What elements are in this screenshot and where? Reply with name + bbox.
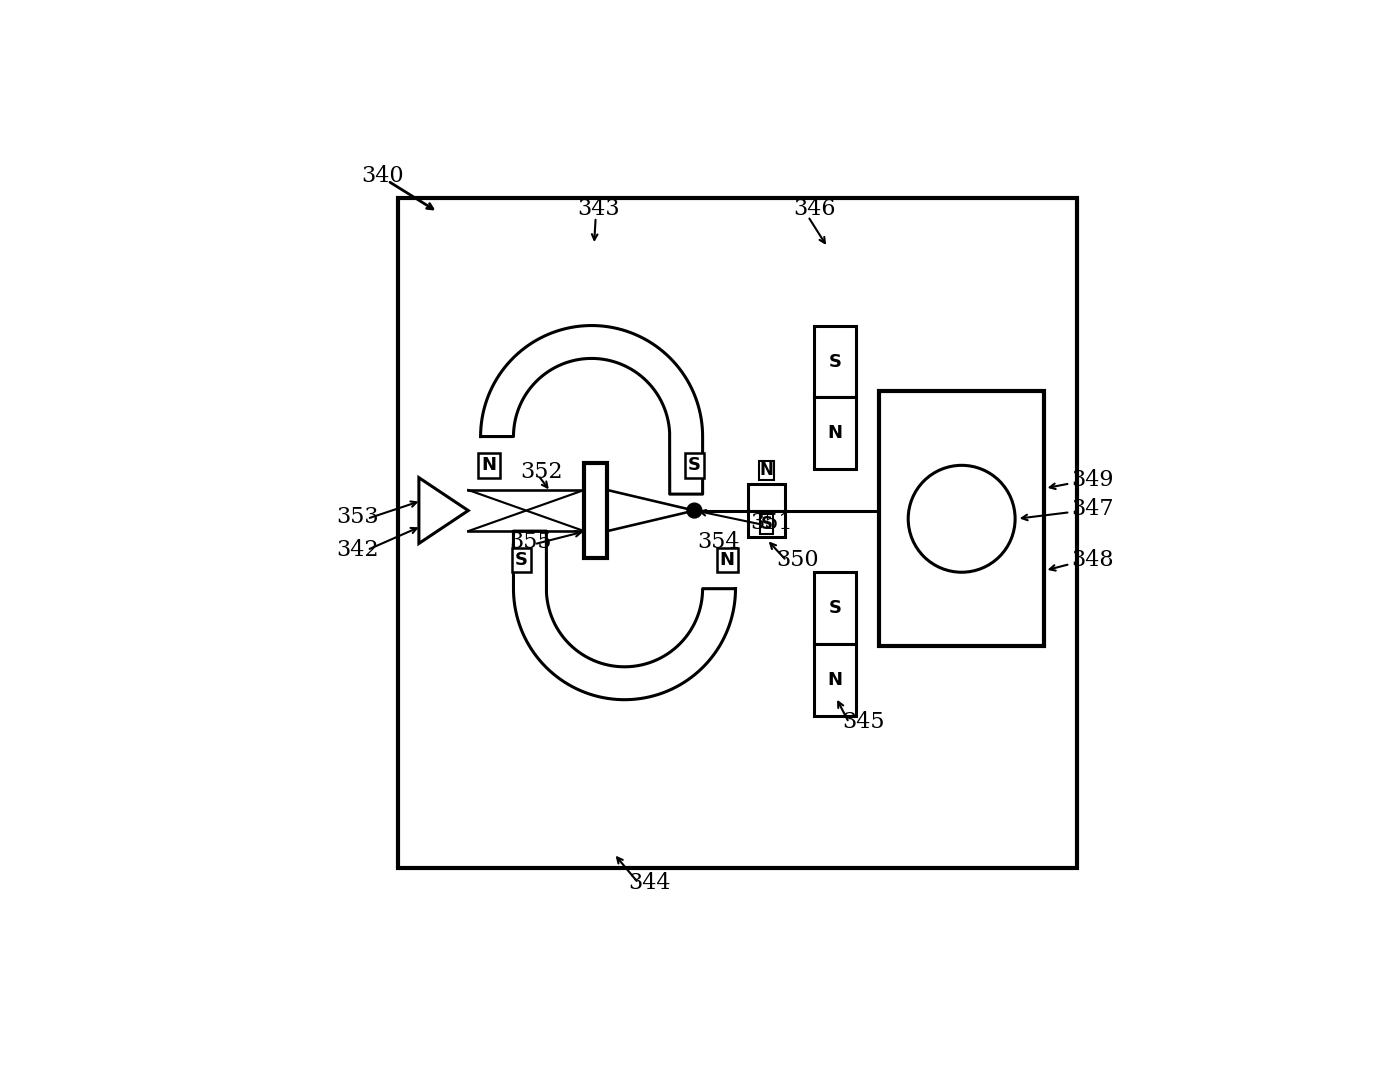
Text: 352: 352 xyxy=(520,460,563,483)
Text: 353: 353 xyxy=(337,506,379,528)
Text: 344: 344 xyxy=(628,871,671,894)
Bar xyxy=(748,511,785,537)
Circle shape xyxy=(687,503,702,518)
Text: 350: 350 xyxy=(777,549,820,570)
Text: S: S xyxy=(515,551,528,569)
Polygon shape xyxy=(480,326,703,494)
Text: 349: 349 xyxy=(1071,469,1114,491)
Circle shape xyxy=(908,466,1015,572)
Bar xyxy=(748,484,785,511)
Bar xyxy=(814,397,856,470)
Text: 355: 355 xyxy=(509,531,552,552)
Bar xyxy=(814,572,856,644)
Text: S: S xyxy=(760,515,773,533)
Text: N: N xyxy=(481,456,497,474)
Text: 354: 354 xyxy=(696,531,739,552)
Text: 351: 351 xyxy=(750,512,793,534)
Bar xyxy=(814,644,856,717)
Text: 340: 340 xyxy=(362,164,404,187)
Bar xyxy=(584,464,608,557)
Text: N: N xyxy=(828,424,842,442)
Text: S: S xyxy=(828,599,842,617)
Text: 348: 348 xyxy=(1071,549,1114,570)
Text: S: S xyxy=(688,456,700,474)
Text: N: N xyxy=(828,671,842,689)
Text: 347: 347 xyxy=(1071,498,1114,520)
Polygon shape xyxy=(419,477,469,544)
Text: 343: 343 xyxy=(577,198,620,220)
Text: 345: 345 xyxy=(842,711,885,734)
Polygon shape xyxy=(513,531,735,700)
Text: S: S xyxy=(828,352,842,371)
Text: N: N xyxy=(720,551,735,569)
Text: N: N xyxy=(760,461,774,480)
Bar xyxy=(814,326,856,397)
Bar xyxy=(879,391,1044,646)
Text: 346: 346 xyxy=(793,198,835,220)
Text: 342: 342 xyxy=(337,538,379,561)
Bar xyxy=(398,198,1076,868)
